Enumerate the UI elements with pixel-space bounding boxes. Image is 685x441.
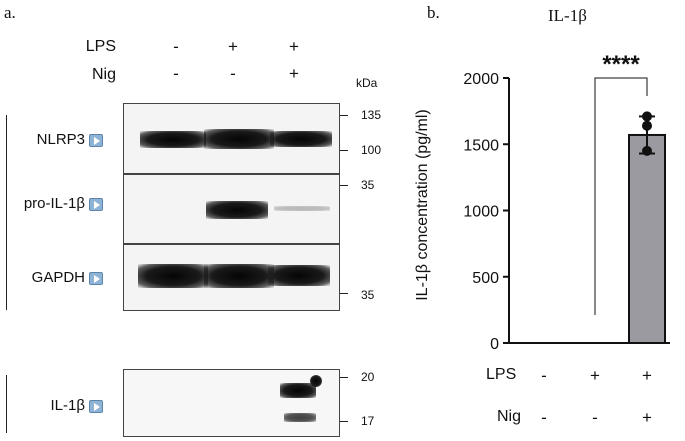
pro-il1b-row-label: pro-IL-1β bbox=[13, 195, 103, 212]
y-tick-label: 1000 bbox=[463, 204, 499, 221]
panel-b-label: b. bbox=[427, 3, 440, 22]
nlrp3-marker-135: 135 bbox=[361, 108, 382, 122]
lps-sign-a3: + bbox=[289, 37, 299, 56]
il1b-row-label: IL-1β bbox=[13, 397, 103, 414]
kda-label: kDa bbox=[356, 76, 378, 90]
pro-il1b-label-text: pro-IL-1β bbox=[23, 195, 85, 212]
marker-tick bbox=[340, 150, 348, 151]
data-point bbox=[642, 120, 652, 131]
gapdh-marker-35: 35 bbox=[361, 288, 375, 302]
chart-title: IL-1β bbox=[548, 6, 587, 25]
nig-sign-a1: - bbox=[173, 64, 179, 83]
lps-sign-b1: - bbox=[541, 366, 547, 385]
nig-label-a: Nig bbox=[91, 66, 116, 83]
blot-spot bbox=[310, 375, 322, 387]
y-tick-label: 500 bbox=[472, 270, 499, 287]
play-arrow-icon bbox=[89, 133, 103, 147]
data-point bbox=[642, 145, 652, 156]
play-arrow-icon bbox=[89, 197, 103, 211]
play-arrow-icon bbox=[89, 399, 103, 413]
il1b-blot bbox=[123, 369, 340, 437]
marker-tick bbox=[340, 185, 348, 186]
lps-sign-a1: - bbox=[173, 37, 179, 56]
blot-band bbox=[280, 383, 316, 398]
data-point bbox=[642, 111, 652, 122]
nlrp3-marker-100: 100 bbox=[361, 143, 382, 157]
nig-sign-b1: - bbox=[541, 408, 547, 427]
significance-label: **** bbox=[602, 51, 640, 78]
il1b-marker-17: 17 bbox=[361, 414, 375, 428]
gapdh-row-label: GAPDH bbox=[13, 269, 103, 286]
blot-band bbox=[138, 264, 208, 288]
lps-sign-b2: + bbox=[590, 366, 600, 385]
gapdh-blot bbox=[123, 244, 340, 311]
nig-label-b: Nig bbox=[497, 408, 522, 425]
pro-il1b-marker-35: 35 bbox=[361, 178, 375, 192]
play-arrow-icon bbox=[89, 271, 103, 285]
blot-band bbox=[204, 264, 274, 288]
marker-tick bbox=[340, 293, 348, 294]
nig-sign-a2: - bbox=[230, 64, 236, 83]
blot-band bbox=[140, 131, 206, 148]
il1b-marker-20: 20 bbox=[361, 370, 375, 384]
y-tick-label: 1500 bbox=[463, 137, 499, 154]
bar bbox=[628, 133, 666, 344]
gapdh-label-text: GAPDH bbox=[31, 269, 85, 286]
pro-il1b-blot bbox=[123, 174, 340, 244]
marker-tick bbox=[340, 421, 348, 422]
y-tick-label: 2000 bbox=[463, 71, 499, 88]
nig-sign-b3: + bbox=[642, 408, 652, 427]
panel-a-label: a. bbox=[4, 3, 16, 22]
nlrp3-row-label: NLRP3 bbox=[13, 131, 103, 148]
nig-sign-a3: + bbox=[289, 64, 299, 83]
blot-band bbox=[274, 206, 330, 211]
blot-band bbox=[206, 201, 268, 219]
blot-band bbox=[284, 413, 316, 422]
lps-sign-a2: + bbox=[228, 37, 238, 56]
blot-band bbox=[270, 131, 332, 147]
group-bracket-top bbox=[6, 115, 7, 310]
marker-tick bbox=[340, 115, 348, 116]
lps-label-a: LPS bbox=[85, 38, 116, 55]
nlrp3-label-text: NLRP3 bbox=[36, 131, 85, 148]
significance-bracket bbox=[594, 77, 648, 315]
group-bracket-bottom bbox=[6, 375, 7, 433]
y-tick-label: 0 bbox=[490, 336, 499, 353]
nig-sign-b2: - bbox=[592, 408, 598, 427]
lps-label-b: LPS bbox=[486, 366, 517, 383]
nlrp3-blot bbox=[123, 103, 340, 174]
blot-band bbox=[204, 129, 274, 149]
il1b-label-text: IL-1β bbox=[50, 397, 85, 414]
blot-band bbox=[268, 265, 330, 286]
marker-tick bbox=[340, 377, 348, 378]
lps-sign-b3: + bbox=[642, 366, 652, 385]
